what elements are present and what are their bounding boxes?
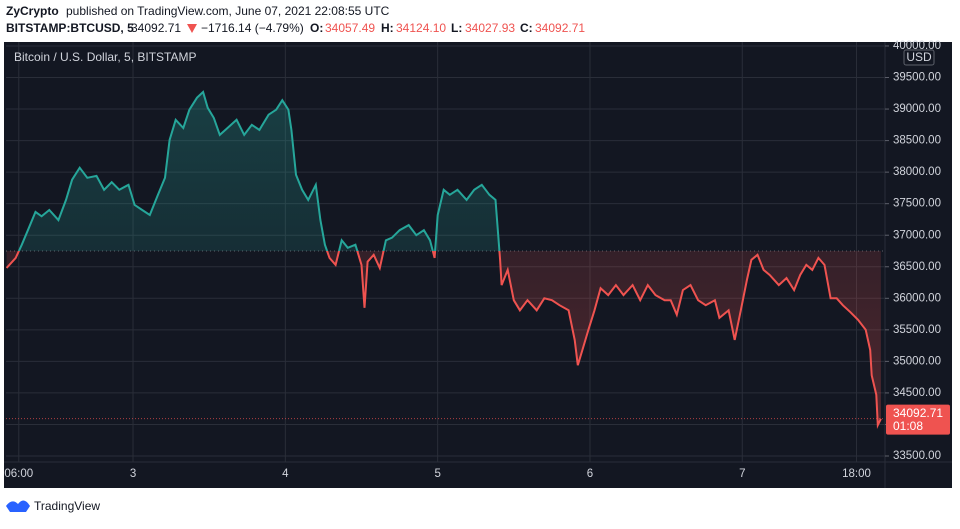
logo-icon <box>6 500 30 512</box>
x-tick-label: 3 <box>130 468 136 480</box>
published: published on TradingView.com, June 07, 2… <box>66 4 390 18</box>
y-tick-label: 37000.00 <box>893 229 941 241</box>
area-down <box>6 250 881 426</box>
y-tick-label: 37500.00 <box>893 198 941 210</box>
area-up <box>18 92 500 251</box>
line-down <box>6 250 882 430</box>
y-tick-label: 36500.00 <box>893 261 941 273</box>
x-tick-label: 5 <box>434 468 440 480</box>
open: 34057.49 <box>325 21 375 35</box>
last-price-box <box>886 404 950 435</box>
high-label: H: <box>381 21 394 35</box>
author: ZyCrypto <box>6 4 59 18</box>
x-tick-label: 18:00 <box>842 468 871 480</box>
y-tick-label: 35500.00 <box>893 324 941 336</box>
legend: Bitcoin / U.S. Dollar, 5, BITSTAMP <box>14 50 197 64</box>
low-label: L: <box>451 21 462 35</box>
low: 34027.93 <box>465 21 515 35</box>
y-tick-label: 40000.00 <box>893 40 941 52</box>
close-label: C: <box>520 21 533 35</box>
last-price-label: 34092.71 <box>893 406 943 420</box>
last: 34092.71 <box>131 21 181 35</box>
x-tick-label: 6 <box>587 468 593 480</box>
close: 34092.71 <box>535 21 585 35</box>
change: −1716.14 (−4.79%) <box>201 21 304 35</box>
open-label: O: <box>310 21 323 35</box>
y-tick-label: 38000.00 <box>893 166 941 178</box>
y-tick-label: 33500.00 <box>893 450 941 462</box>
footer-brand: TradingView <box>34 499 100 513</box>
x-tick-label: 7 <box>739 468 745 480</box>
x-tick-label: 4 <box>282 468 289 480</box>
footer-logo <box>6 500 30 512</box>
y-tick-label: 36000.00 <box>893 292 941 304</box>
countdown: 01:08 <box>893 419 923 433</box>
currency: USD <box>906 50 932 64</box>
line-up <box>17 90 501 251</box>
y-tick-label: 35000.00 <box>893 355 941 367</box>
down-arrow <box>187 24 197 33</box>
y-tick-label: 39000.00 <box>893 103 941 115</box>
symbol: BITSTAMP:BTCUSD, 5 <box>6 21 134 35</box>
y-tick-label: 34500.00 <box>893 387 941 399</box>
high: 34124.10 <box>396 21 446 35</box>
y-tick-label: 39500.00 <box>893 72 941 84</box>
currency-box <box>903 49 935 66</box>
x-tick-label: 06:00 <box>4 468 33 480</box>
y-tick-label: 38500.00 <box>893 135 941 147</box>
